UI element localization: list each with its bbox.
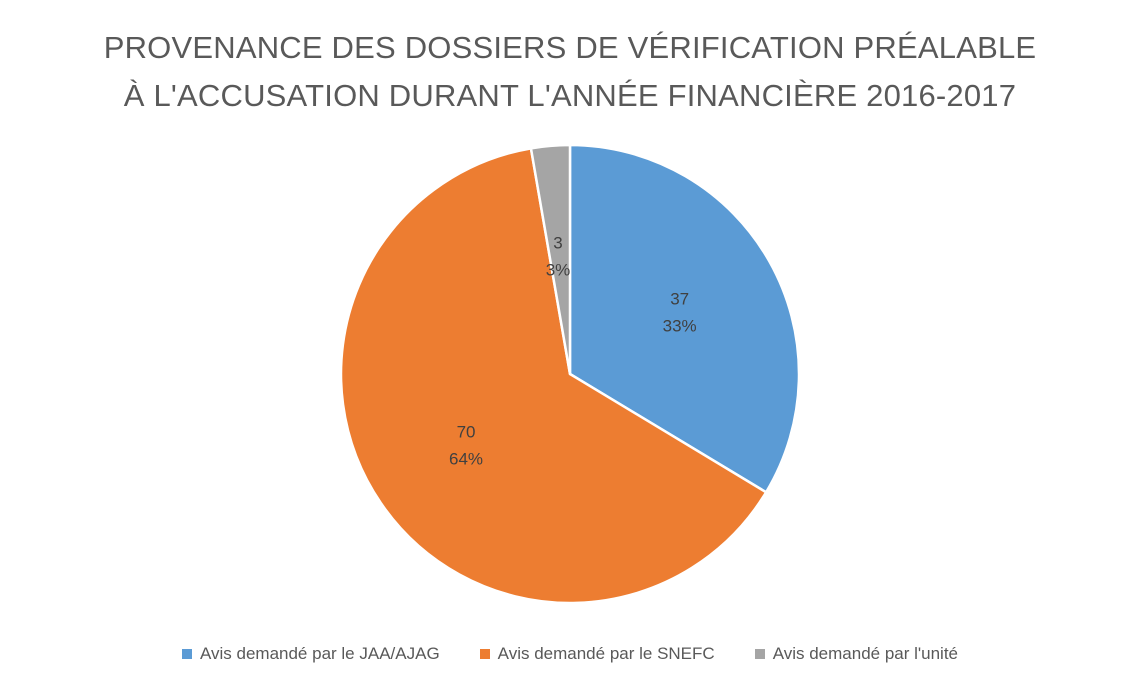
chart-title-line-1: PROVENANCE DES DOSSIERS DE VÉRIFICATION …: [103, 30, 1037, 65]
data-label-percent-jaa: 33%: [663, 317, 697, 336]
data-label-value-unite: 3: [553, 234, 562, 253]
legend-label-unite: Avis demandé par l'unité: [772, 644, 959, 663]
slice-jaa: [568, 143, 801, 494]
data-label-percent-unite: 3%: [546, 261, 571, 280]
data-label-value-jaa: 37: [670, 290, 689, 309]
slice-unite: [529, 143, 572, 376]
legend-label-jaa: Avis demandé par le JAA/AJAG: [199, 644, 440, 663]
legend-swatch-snefc: [479, 649, 490, 659]
data-label-percent-snefc: 64%: [449, 450, 483, 469]
pie-slices: [339, 143, 801, 605]
chart-title-line-2: À L'ACCUSATION DURANT L'ANNÉE FINANCIÈRE…: [123, 78, 1017, 113]
data-label-value-snefc: 70: [457, 423, 476, 442]
legend-item-snefc: Avis demandé par le SNEFC: [479, 644, 715, 664]
slice-snefc: [339, 147, 768, 605]
legend-label-snefc: Avis demandé par le SNEFC: [497, 644, 715, 663]
chart-legend: Avis demandé par le JAA/AJAG Avis demand…: [0, 644, 1140, 664]
legend-swatch-jaa: [181, 649, 192, 659]
legend-swatch-unite: [754, 649, 765, 659]
legend-item-unite: Avis demandé par l'unité: [754, 644, 959, 664]
legend-item-jaa: Avis demandé par le JAA/AJAG: [181, 644, 440, 664]
chart-title: PROVENANCE DES DOSSIERS DE VÉRIFICATION …: [0, 24, 1140, 120]
